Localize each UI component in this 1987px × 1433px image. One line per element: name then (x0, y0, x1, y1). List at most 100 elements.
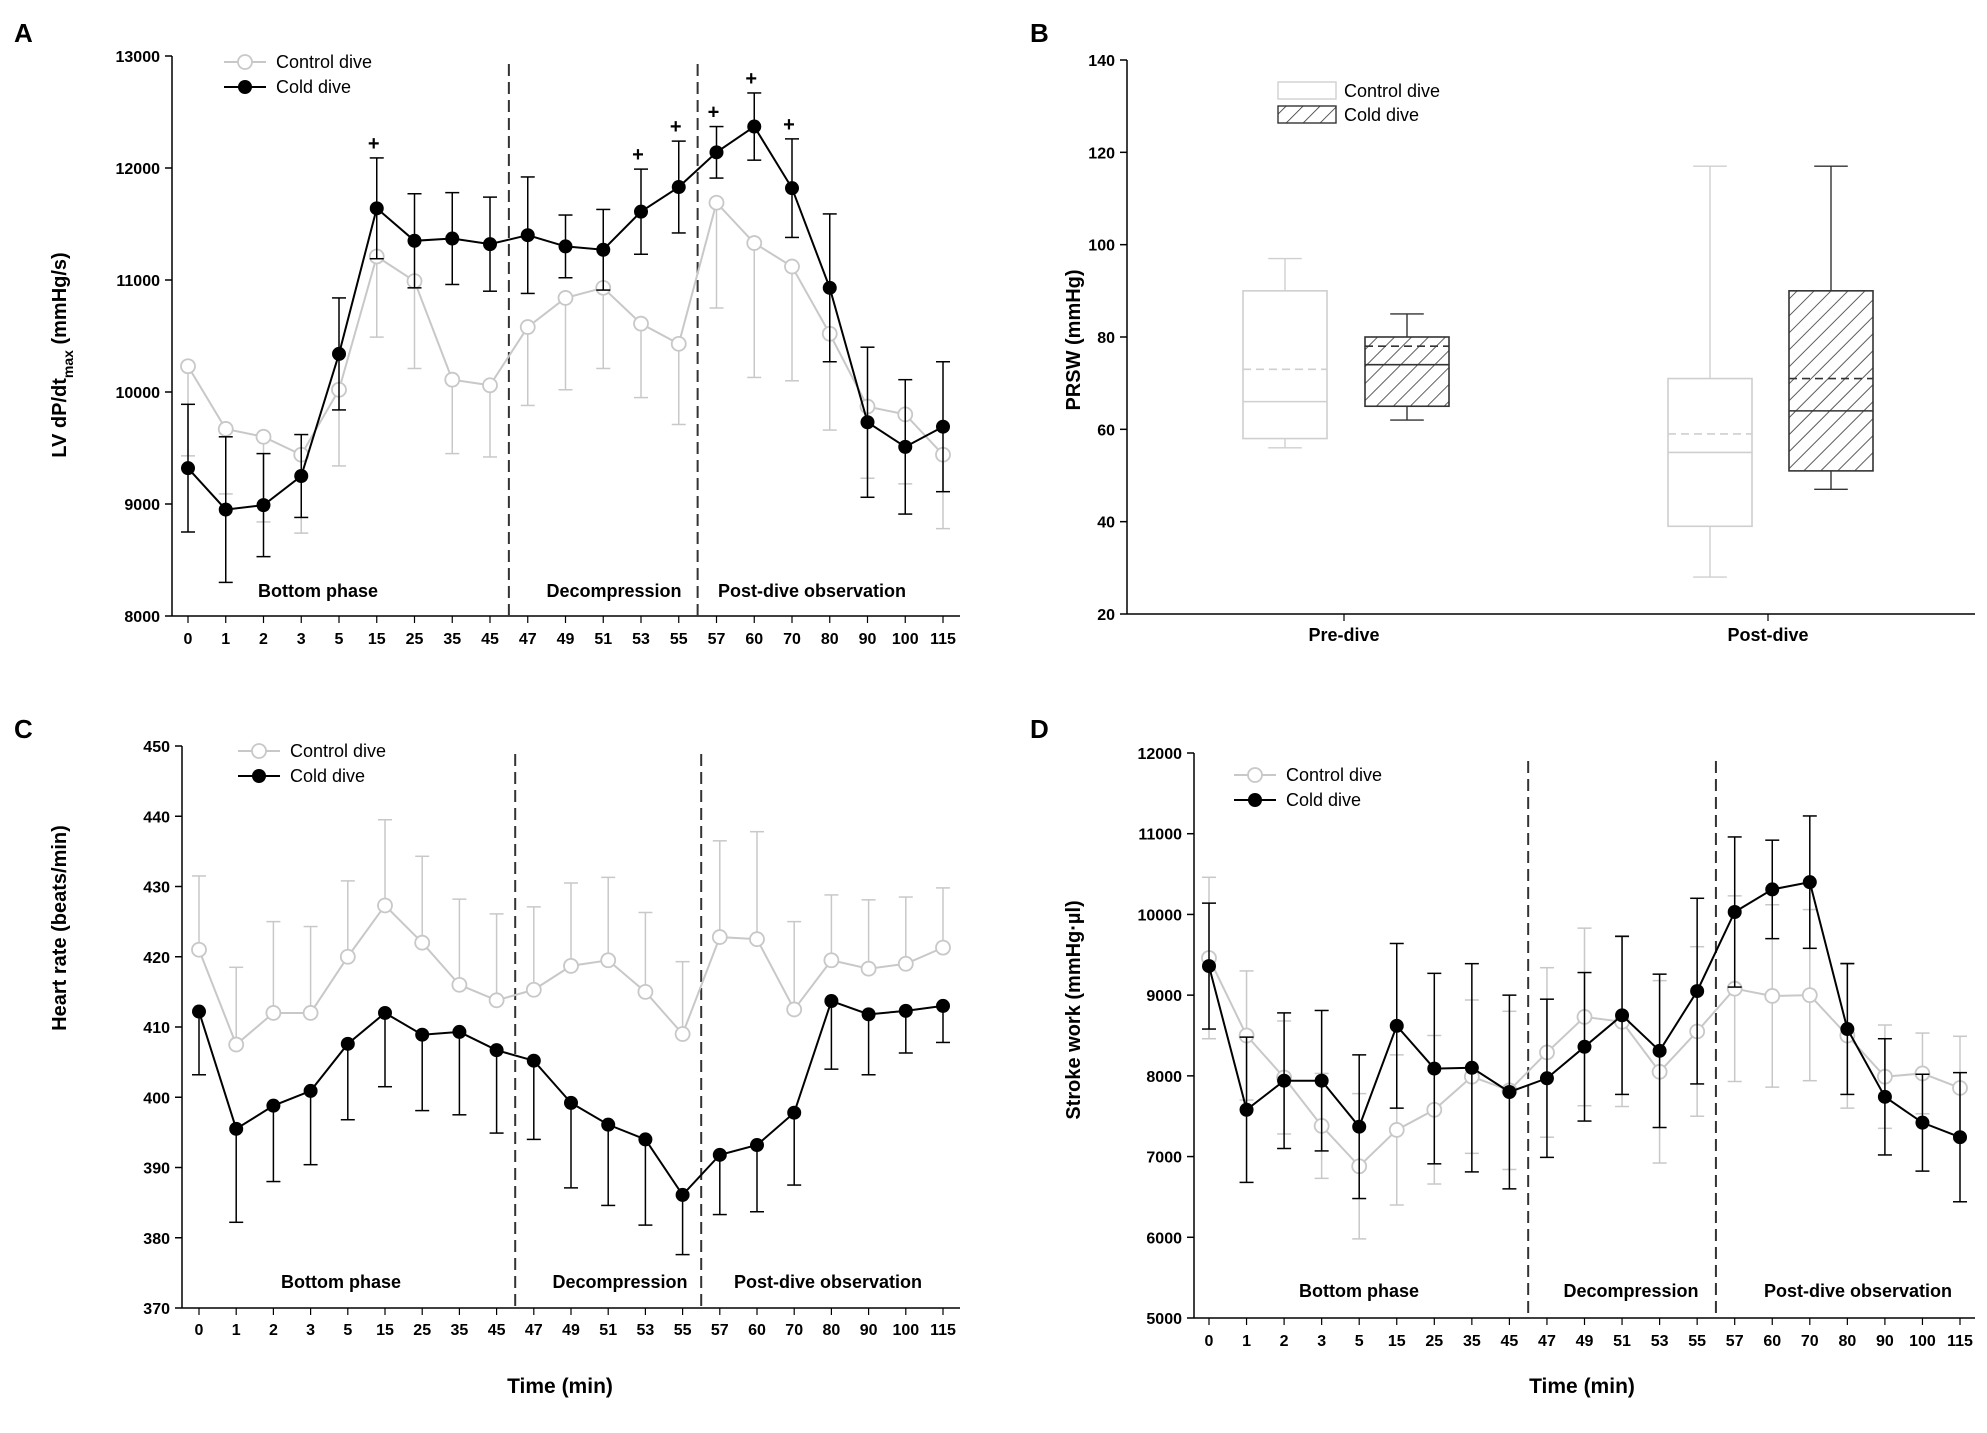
cold-point (1690, 984, 1705, 999)
x-tick-label: 1 (221, 631, 230, 648)
cold-point (303, 1083, 318, 1098)
x-tick-label: 70 (783, 631, 801, 648)
legend-control-marker (251, 743, 267, 759)
cold-point (229, 1121, 244, 1136)
control-box (1242, 290, 1328, 440)
cold-point (936, 419, 950, 434)
cold-point (192, 1004, 206, 1019)
cold-point (1765, 882, 1780, 897)
x-category-label: Pre-dive (1308, 625, 1379, 645)
control-point (302, 1005, 319, 1021)
x-tick-label: 80 (821, 631, 839, 648)
significance-plus: + (745, 68, 757, 90)
y-tick-label: 60 (1097, 422, 1115, 439)
control-point (708, 194, 725, 211)
control-point (784, 258, 800, 275)
x-tick-label: 70 (785, 1322, 803, 1339)
legend-cold-marker (238, 80, 252, 94)
x-tick-label: 0 (184, 631, 193, 648)
y-axis-title-b: PRSW (mmHg) (1063, 269, 1085, 410)
cold-point (601, 1117, 616, 1132)
cold-point (1652, 1043, 1667, 1058)
significance-plus: + (783, 114, 795, 136)
y-tick-label: 9000 (1146, 988, 1182, 1005)
control-point (935, 939, 951, 956)
cold-point (452, 1024, 467, 1039)
cold-point (526, 1053, 541, 1068)
control-point (823, 952, 840, 969)
cold-point (378, 1005, 392, 1020)
cold-box (1364, 336, 1450, 408)
legend-cold-label: Cold dive (1344, 105, 1419, 125)
x-axis-title-c: Time (min) (507, 1375, 613, 1398)
control-point (746, 235, 763, 251)
y-tick-label: 5000 (1146, 1311, 1182, 1328)
panel-letter-c: C (14, 714, 33, 744)
phase-label: Bottom phase (281, 1272, 401, 1292)
legend-cold-marker (1248, 793, 1262, 807)
x-tick-label: 47 (519, 631, 537, 648)
x-tick-label: 35 (443, 631, 461, 648)
cold-point (709, 145, 724, 160)
cold-point (489, 1043, 504, 1058)
legend-control-label: Control dive (1344, 81, 1440, 101)
cold-point (1314, 1073, 1329, 1088)
y-tick-label: 20 (1097, 607, 1115, 624)
control-point (488, 992, 505, 1009)
x-tick-label: 0 (195, 1322, 204, 1339)
y-tick-label: 440 (143, 809, 170, 826)
legend-control-marker (1247, 767, 1263, 783)
x-tick-label: 100 (892, 631, 919, 648)
control-point (339, 948, 356, 965)
control-point (525, 981, 542, 998)
cold-point (1277, 1073, 1292, 1088)
cold-point (747, 119, 762, 134)
cold-point (671, 180, 686, 195)
cold-point (266, 1098, 281, 1113)
control-point (633, 315, 649, 332)
control-point (557, 290, 574, 306)
cold-point (256, 498, 271, 513)
panel-letter-a: A (14, 18, 33, 48)
legend-control-label: Control dive (276, 52, 372, 72)
cold-point (822, 280, 837, 295)
x-tick-label: 53 (1651, 1333, 1669, 1350)
x-tick-label: 100 (892, 1322, 919, 1339)
phase-label: Post-dive observation (734, 1272, 922, 1292)
cold-point (1539, 1071, 1554, 1086)
control-point (711, 929, 728, 945)
panel-b: B PRSW (mmHg) 20 40 60 80 100 120 140 Pre-dive P… (1030, 18, 1975, 645)
cold-point (294, 469, 309, 483)
x-tick-label: 5 (343, 1322, 352, 1339)
cold-point (712, 1147, 727, 1162)
x-tick-label: 25 (406, 631, 424, 648)
cold-point (520, 228, 535, 243)
cold-point (1577, 1039, 1592, 1054)
y-tick-label: 40 (1097, 515, 1115, 532)
x-tick-label: 51 (594, 631, 612, 648)
x-tick-label: 55 (670, 631, 688, 648)
cold-point (1840, 1022, 1855, 1037)
cold-point (1615, 1008, 1630, 1023)
control-point (217, 421, 234, 437)
cold-point (675, 1187, 690, 1202)
x-tick-label: 53 (632, 631, 650, 648)
y-tick-label: 410 (143, 1020, 170, 1037)
y-axis-title-c: Heart rate (beats/min) (49, 825, 71, 1031)
legend-control-label: Control dive (290, 741, 386, 761)
x-axis-title-d: Time (min) (1529, 1375, 1635, 1398)
x-tick-label: 15 (1388, 1333, 1406, 1350)
control-point (1764, 988, 1781, 1004)
control-point (674, 1026, 691, 1042)
significance-plus: + (708, 102, 720, 124)
cold-point (218, 502, 233, 517)
y-tick-label: 11000 (1138, 827, 1182, 844)
y-tick-label: 420 (143, 950, 170, 967)
x-tick-label: 51 (599, 1322, 617, 1339)
x-tick-label: 90 (859, 631, 877, 648)
x-tick-label: 80 (823, 1322, 841, 1339)
cold-point (638, 1132, 653, 1147)
cold-point (1915, 1115, 1930, 1130)
legend-control-label: Control dive (1286, 765, 1382, 785)
